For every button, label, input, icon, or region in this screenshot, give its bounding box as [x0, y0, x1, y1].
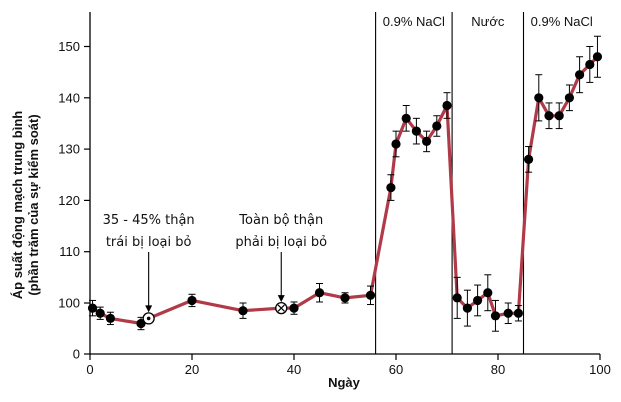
phase-label: 0.9% NaCl	[383, 14, 445, 29]
data-point	[585, 59, 595, 70]
annotation-arrowhead	[145, 305, 153, 313]
data-point	[503, 308, 513, 318]
kidney-removal-marker-dot	[146, 316, 151, 321]
data-point	[95, 308, 105, 318]
data-point	[432, 121, 442, 131]
data-point	[340, 293, 350, 303]
data-point	[554, 111, 564, 121]
phase-label: Nước	[471, 14, 505, 29]
data-point	[544, 111, 554, 121]
data-point	[391, 139, 401, 149]
y-tick-label: 0	[73, 347, 80, 362]
annotation-line2: trái bị loại bỏ	[106, 235, 192, 250]
y-axis-title-line2: (phần trăm của sự kiểm soát)	[26, 114, 41, 295]
x-tick-label: 80	[491, 362, 505, 377]
x-tick-label: 0	[86, 362, 93, 377]
data-point	[442, 100, 452, 111]
annotation-line1: Toàn bộ thận	[238, 213, 323, 228]
data-point	[422, 136, 432, 147]
y-axis-title: Áp suất động mạch trung bình (phần trăm …	[10, 111, 41, 300]
annotation-arrowhead	[277, 295, 285, 303]
data-point	[564, 93, 575, 103]
y-tick-label: 140	[58, 90, 80, 105]
data-point	[238, 306, 248, 316]
data-point	[473, 295, 483, 306]
data-point	[105, 313, 115, 323]
x-tick-label: 40	[287, 362, 301, 377]
data-point	[483, 288, 493, 298]
data-point	[592, 52, 603, 62]
data-point	[534, 93, 544, 103]
x-tick-label: 100	[589, 362, 611, 377]
y-tick-label: 110	[59, 244, 80, 259]
data-point	[187, 295, 197, 306]
annotation-line1: 35 - 45% thận	[103, 213, 195, 228]
y-tick-label: 120	[58, 193, 80, 208]
y-axis-title-line1: Áp suất động mạch trung bình	[10, 111, 25, 300]
y-tick-label: 100	[58, 296, 80, 311]
data-point	[365, 290, 376, 300]
data-point	[452, 293, 462, 303]
y-tick-label: 130	[58, 142, 80, 157]
x-tick-label: 60	[389, 362, 403, 377]
data-point	[289, 303, 299, 313]
phase-label: 0.9% NaCl	[531, 14, 593, 29]
annotation-line2: phải bị loại bỏ	[235, 235, 327, 250]
data-point	[490, 311, 501, 321]
data-point	[513, 308, 524, 318]
data-point	[524, 154, 534, 164]
axes: 0 20 40 60 80 100 0 100 110 120 130 140 150	[58, 12, 611, 377]
phase-regions: 0.9% NaCl Nước 0.9% NaCl	[375, 12, 593, 354]
data-point	[87, 303, 98, 313]
data-point	[411, 126, 421, 136]
data-point	[575, 70, 585, 80]
series-line	[90, 55, 600, 326]
data-point	[401, 113, 411, 123]
data-point	[386, 182, 396, 193]
data-point	[314, 288, 325, 298]
data-point	[462, 303, 472, 313]
annotations: 35 - 45% thận trái bị loại bỏ Toàn bộ thận…	[103, 213, 327, 313]
y-tick-label: 150	[58, 39, 80, 54]
kidney-removal-marker-cross	[277, 304, 285, 312]
x-tick-label: 20	[185, 362, 199, 377]
x-axis-title: Ngày	[328, 375, 361, 390]
series	[87, 35, 603, 332]
